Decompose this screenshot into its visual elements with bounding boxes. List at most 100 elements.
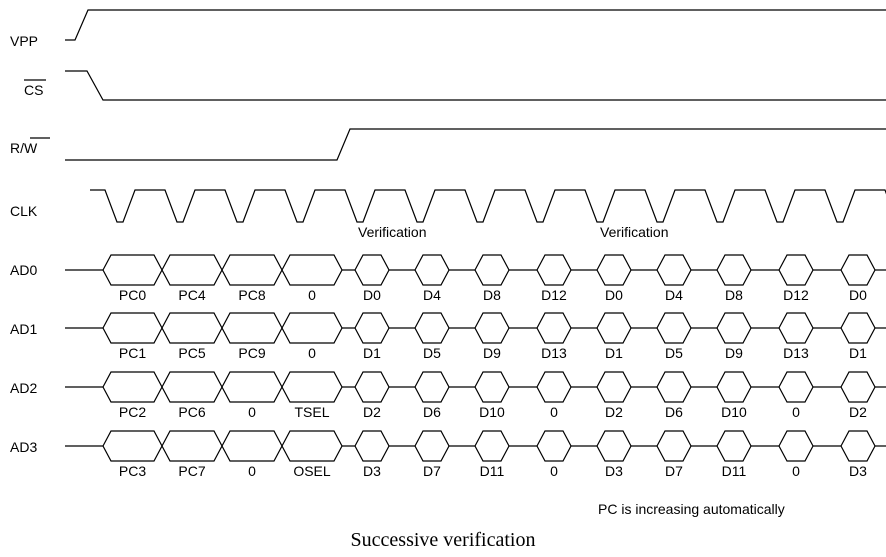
rw-label-w: W bbox=[24, 140, 38, 156]
ad1-bus-segment bbox=[102, 312, 163, 344]
ad1-bus-label: D5 bbox=[665, 345, 683, 361]
pc-note: PC is increasing automatically bbox=[598, 501, 785, 517]
ad0-bus-segment bbox=[281, 254, 343, 286]
ad1-bus-data-cell bbox=[840, 312, 876, 344]
ad2-bus-segment bbox=[161, 371, 223, 403]
ad3-bus-data-cell bbox=[414, 430, 450, 462]
ad3-bus-label: D3 bbox=[363, 463, 381, 479]
ad2-bus-label: 0 bbox=[550, 404, 558, 420]
ad3-bus-label: PC7 bbox=[178, 463, 205, 479]
ad3-bus-data-cell bbox=[778, 430, 814, 462]
ad2-bus-label: TSEL bbox=[294, 404, 329, 420]
ad2-bus-label: 0 bbox=[792, 404, 800, 420]
ad3-bus-label: 0 bbox=[248, 463, 256, 479]
ad2-bus-segment bbox=[102, 371, 163, 403]
ad2-bus-label: D2 bbox=[605, 404, 623, 420]
ad0-bus-data-cell bbox=[354, 254, 390, 286]
ad2-bus-label: D2 bbox=[363, 404, 381, 420]
ad3-bus-data-cell bbox=[536, 430, 572, 462]
ad2-bus-label: PC2 bbox=[119, 404, 146, 420]
ad1-bus-data-cell bbox=[778, 312, 814, 344]
ad0-bus-label: D0 bbox=[605, 287, 623, 303]
ad0-bus-segment bbox=[221, 254, 283, 286]
ad3-bus-segment bbox=[281, 430, 343, 462]
ad1-bus-data-cell bbox=[474, 312, 510, 344]
ad0-bus-segment bbox=[102, 254, 163, 286]
ad0-bus-label: D4 bbox=[423, 287, 441, 303]
cs-label: CS bbox=[24, 82, 43, 98]
ad1-bus-label: PC1 bbox=[119, 345, 146, 361]
ad3-bus-data-cell bbox=[840, 430, 876, 462]
ad3-bus-label: D7 bbox=[423, 463, 441, 479]
ad0-bus-label: D4 bbox=[665, 287, 683, 303]
ad2-label: AD2 bbox=[10, 380, 37, 396]
ad0-bus-data-cell bbox=[536, 254, 572, 286]
ad1-bus-segment bbox=[221, 312, 283, 344]
ad2-bus-label: D6 bbox=[665, 404, 683, 420]
ad0-bus-data-cell bbox=[716, 254, 752, 286]
ad2-bus-label: 0 bbox=[248, 404, 256, 420]
ad1-bus-label: D9 bbox=[725, 345, 743, 361]
cs-waveform bbox=[65, 70, 886, 101]
ad2-bus-label: D2 bbox=[849, 404, 867, 420]
rw-label: R/W bbox=[10, 140, 38, 156]
ad0-bus-data-cell bbox=[778, 254, 814, 286]
bus-group: PC0 PC4 PC8 0 D0 D4 D8 D12 D0 D4 D8 D12 D0 PC1 PC5 PC9 0… bbox=[65, 254, 886, 479]
ad0-bus-label: PC8 bbox=[238, 287, 265, 303]
ad1-bus-data-cell bbox=[354, 312, 390, 344]
ad1-bus-label: D1 bbox=[605, 345, 623, 361]
ad1-bus-label: D5 bbox=[423, 345, 441, 361]
verification-label-2: Verification bbox=[600, 224, 668, 240]
ad1-bus-label: PC9 bbox=[238, 345, 265, 361]
clk-waveform bbox=[90, 189, 886, 223]
ad0-bus-label: D0 bbox=[849, 287, 867, 303]
ad3-bus-label: 0 bbox=[792, 463, 800, 479]
rw-waveform bbox=[65, 128, 886, 161]
ad0-bus-segment bbox=[161, 254, 223, 286]
ad1-bus-label: D1 bbox=[849, 345, 867, 361]
ad2-bus-data-cell bbox=[656, 371, 692, 403]
ad3-bus-segment bbox=[102, 430, 163, 462]
ad0-bus-data-cell bbox=[596, 254, 632, 286]
ad1-bus-label: D13 bbox=[541, 345, 567, 361]
ad1-bus-data-cell bbox=[716, 312, 752, 344]
ad2-bus-data-cell bbox=[536, 371, 572, 403]
ad3-bus-label: PC3 bbox=[119, 463, 146, 479]
ad0-bus-data-cell bbox=[414, 254, 450, 286]
ad2-bus-segment bbox=[221, 371, 283, 403]
ad1-bus-data-cell bbox=[536, 312, 572, 344]
ad0-bus-label: D0 bbox=[363, 287, 381, 303]
ad1-bus-label: D13 bbox=[783, 345, 809, 361]
ad3-bus-data-cell bbox=[716, 430, 752, 462]
ad3-bus-label: D7 bbox=[665, 463, 683, 479]
ad0-bus-data-cell bbox=[474, 254, 510, 286]
ad3-bus-segment bbox=[221, 430, 283, 462]
ad3-bus-data-cell bbox=[656, 430, 692, 462]
ad2-bus-data-cell bbox=[474, 371, 510, 403]
ad3-bus-label: OSEL bbox=[293, 463, 331, 479]
ad2-bus-data-cell bbox=[716, 371, 752, 403]
ad3-bus-segment bbox=[161, 430, 223, 462]
ad1-label: AD1 bbox=[10, 321, 37, 337]
ad2-bus-segment bbox=[281, 371, 343, 403]
vpp-waveform bbox=[65, 9, 886, 41]
ad2-bus-label: D6 bbox=[423, 404, 441, 420]
ad0-bus-label: PC4 bbox=[178, 287, 205, 303]
ad1-bus-data-cell bbox=[414, 312, 450, 344]
ad2-bus-data-cell bbox=[414, 371, 450, 403]
ad0-bus-data-cell bbox=[840, 254, 876, 286]
ad0-bus-label: 0 bbox=[308, 287, 316, 303]
ad1-bus-data-cell bbox=[656, 312, 692, 344]
ad1-bus-data-cell bbox=[596, 312, 632, 344]
ad1-bus-segment bbox=[281, 312, 343, 344]
verification-label-1: Verification bbox=[358, 224, 426, 240]
ad3-bus-data-cell bbox=[596, 430, 632, 462]
vpp-label: VPP bbox=[10, 33, 38, 49]
ad0-bus-label: D8 bbox=[483, 287, 501, 303]
ad1-bus-label: D9 bbox=[483, 345, 501, 361]
ad3-label: AD3 bbox=[10, 439, 37, 455]
diagram-caption: Successive verification bbox=[351, 529, 536, 551]
clk-label: CLK bbox=[10, 203, 38, 219]
ad2-bus-data-cell bbox=[778, 371, 814, 403]
